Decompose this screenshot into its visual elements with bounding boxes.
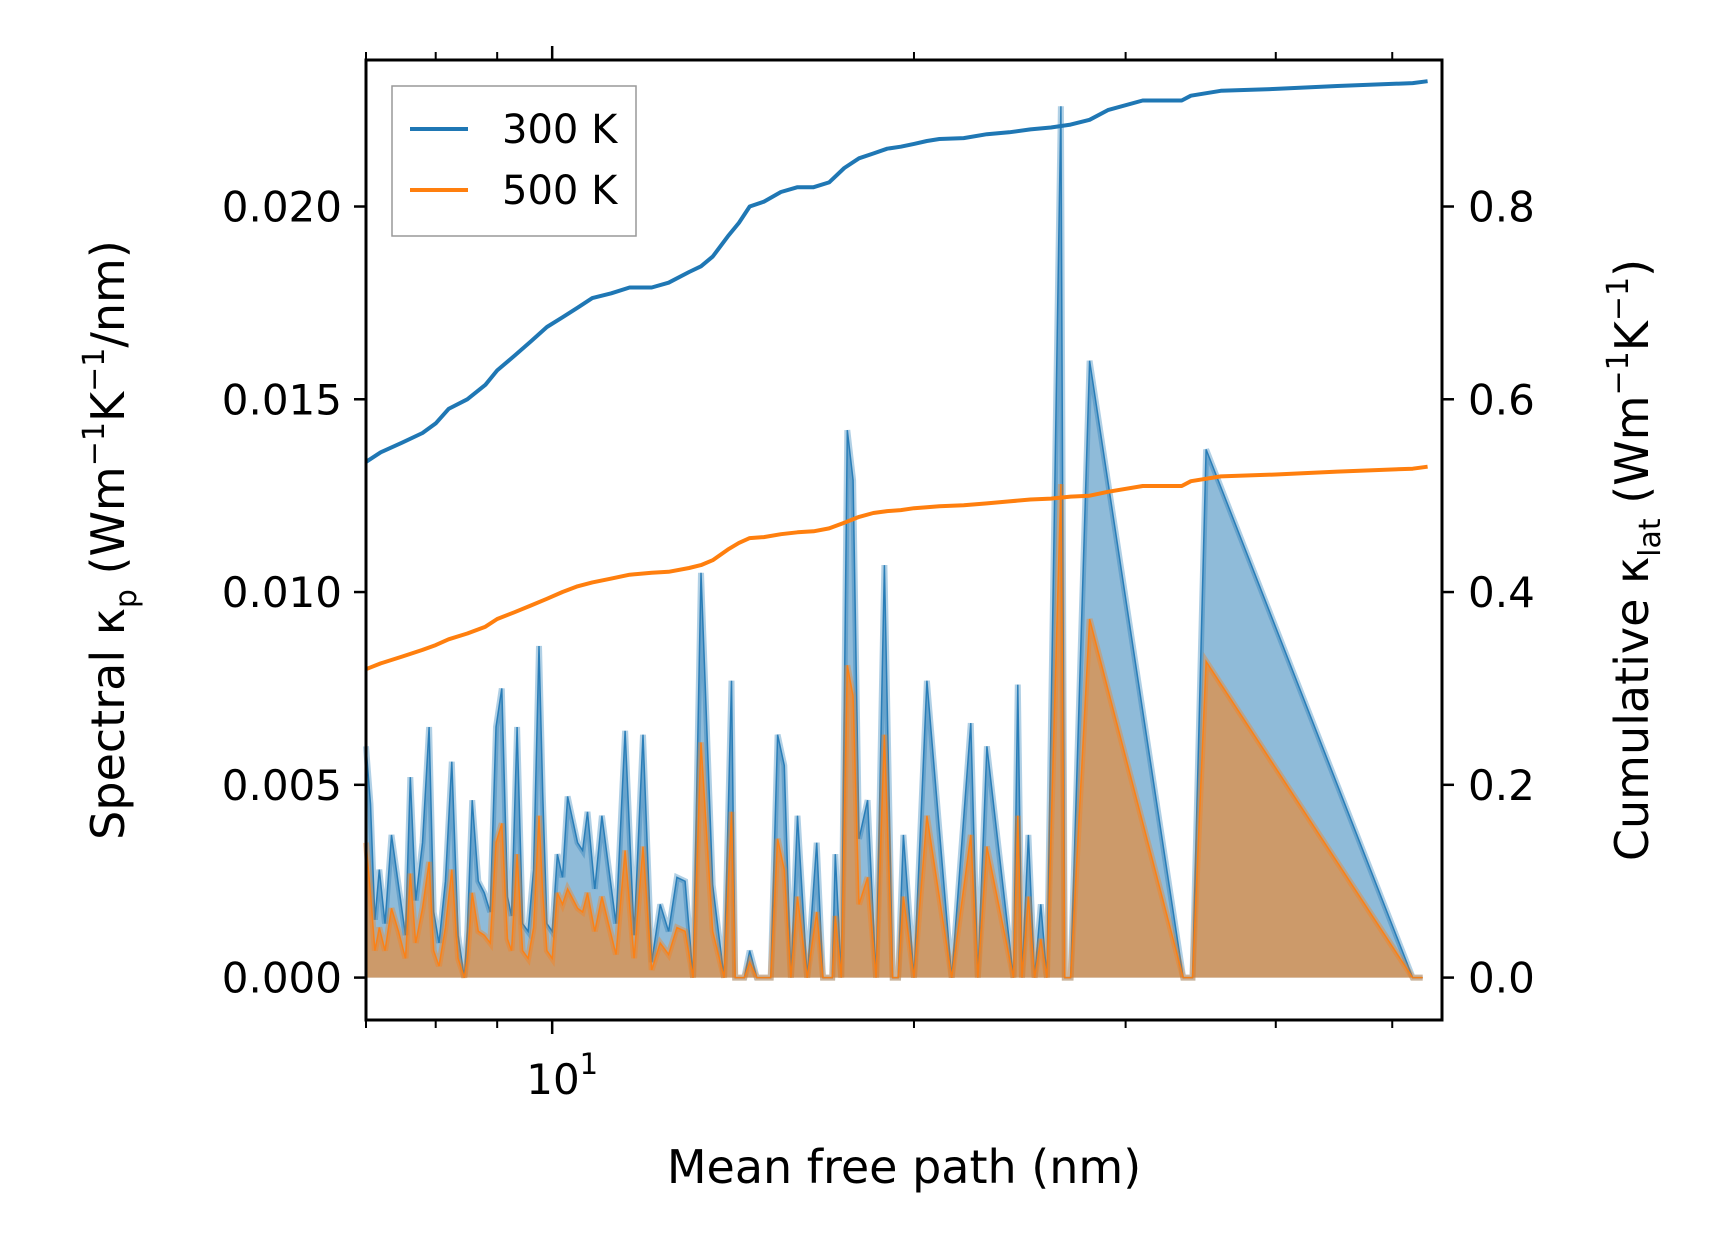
y-right-tick-label: 0.2 — [1468, 761, 1535, 810]
legend-box — [391, 85, 637, 237]
x-tick-label: 101 — [526, 1047, 598, 1104]
legend: 300 K 500 K — [391, 85, 637, 237]
spectral-area-500k — [366, 484, 1423, 978]
ticks-layer: 0.000 0.005 0.010 0.015 0.020 0.0 0.2 0.4 0.6 0.8 — [222, 46, 1535, 1034]
y-left-tick-label: 0.015 — [222, 375, 342, 424]
x-axis-label: Mean free path (nm) — [667, 1140, 1141, 1194]
spectral-line-500k — [365, 484, 1423, 979]
y-left-tick-label: 0.005 — [222, 761, 342, 810]
x-tick-base: 10 — [526, 1055, 579, 1104]
spectral-halo-500k — [363, 484, 1423, 981]
y-axis-left-label: Spectral κp (Wm−1K−1/nm) — [77, 240, 144, 840]
y-right-tick-label: 0.6 — [1468, 375, 1535, 424]
cumulative-line-300k — [364, 79, 1428, 464]
y-right-tick-label: 0.8 — [1468, 183, 1535, 232]
spectral-series-layer — [363, 106, 1423, 981]
y-axis-right-label: Cumulative κlat (Wm−1K−1) — [1601, 259, 1668, 861]
x-tick-exponent: 1 — [580, 1047, 598, 1081]
y-left-tick-label: 0.010 — [222, 568, 342, 617]
cumulative-line-500k — [365, 464, 1428, 672]
spectral-halo-300k — [363, 106, 1423, 981]
y-right-tick-label: 0.4 — [1468, 568, 1535, 617]
y-left-tick-label: 0.000 — [222, 954, 342, 1003]
y-right-tick-label: 0.0 — [1468, 954, 1535, 1003]
legend-label-300k: 300 K — [502, 107, 619, 153]
spectral-line-300k — [365, 106, 1423, 979]
y-left-tick-label: 0.020 — [222, 183, 342, 232]
plot-frame — [364, 58, 1444, 1022]
legend-label-500k: 500 K — [502, 168, 619, 214]
cumulative-series-layer — [364, 79, 1428, 672]
